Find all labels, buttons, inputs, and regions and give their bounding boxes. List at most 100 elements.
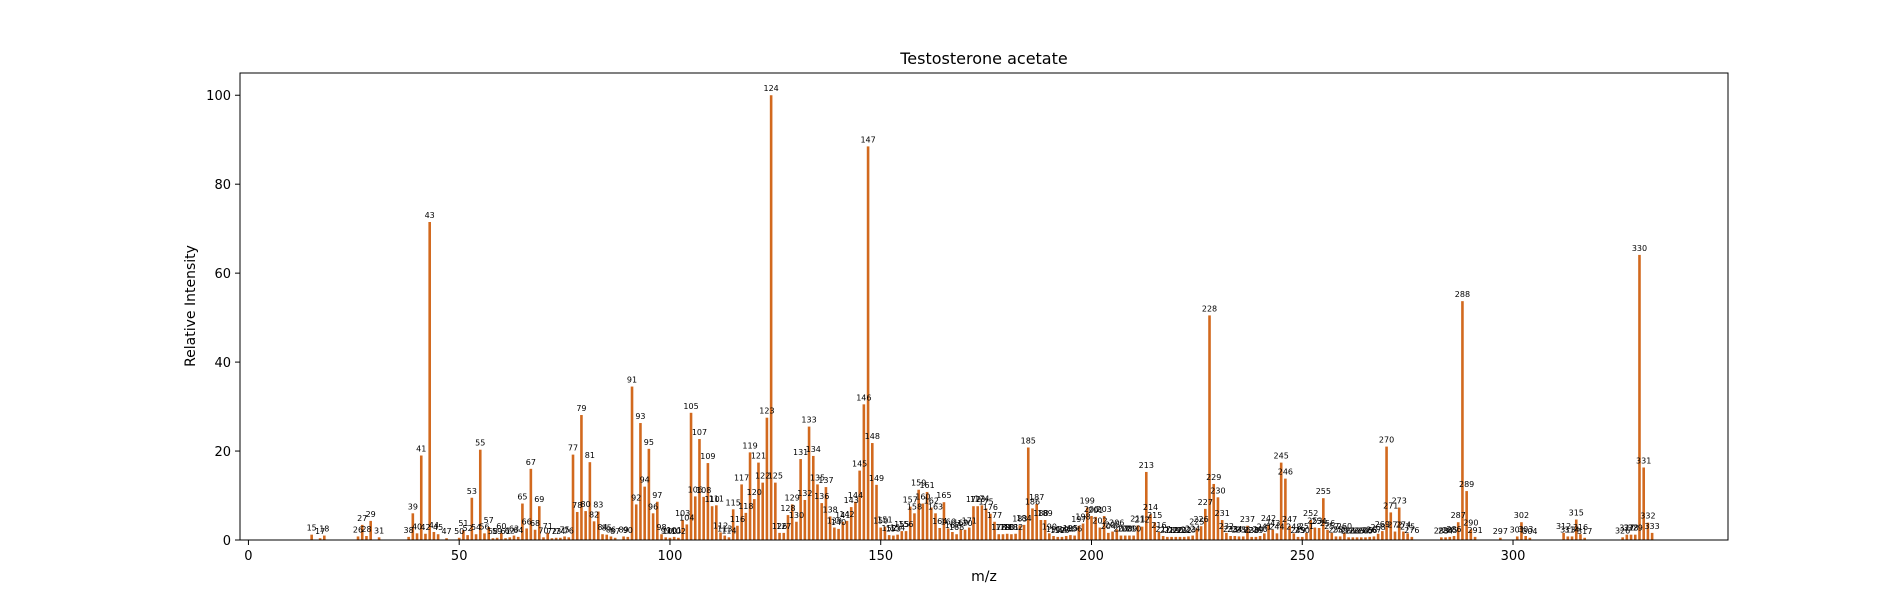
bar bbox=[597, 511, 600, 540]
bar bbox=[1144, 471, 1148, 540]
bar bbox=[529, 468, 533, 540]
bar bbox=[896, 534, 899, 540]
bar-label: 314 bbox=[1564, 525, 1579, 534]
bar bbox=[546, 532, 550, 540]
bar-label: 241 bbox=[1257, 522, 1272, 531]
bar bbox=[634, 504, 638, 540]
bar bbox=[951, 531, 954, 540]
bar-label: 39 bbox=[408, 502, 418, 511]
bar bbox=[1128, 535, 1131, 540]
bar bbox=[1402, 531, 1405, 540]
bar bbox=[360, 524, 364, 540]
bar-label: 317 bbox=[1577, 527, 1592, 536]
bar bbox=[445, 538, 448, 540]
bar bbox=[1275, 533, 1279, 540]
bar bbox=[1212, 483, 1216, 540]
bar-label: 215 bbox=[1147, 511, 1162, 520]
bar-label: 187 bbox=[1029, 493, 1044, 502]
bar-label: 179 bbox=[995, 523, 1010, 532]
bar bbox=[474, 534, 478, 540]
bar bbox=[807, 426, 811, 540]
bar-label: 111 bbox=[709, 494, 724, 503]
bar bbox=[672, 536, 676, 540]
bar bbox=[1060, 536, 1064, 540]
bar bbox=[887, 535, 891, 540]
bar-label: 65 bbox=[517, 493, 527, 502]
bar bbox=[917, 489, 920, 540]
bar bbox=[1397, 507, 1401, 540]
bar bbox=[1195, 528, 1199, 540]
bar bbox=[495, 537, 499, 540]
bar bbox=[963, 529, 967, 540]
bar-label: 264 bbox=[1354, 526, 1369, 535]
bar bbox=[765, 417, 769, 540]
bar bbox=[1288, 525, 1291, 540]
bar bbox=[698, 439, 701, 540]
bar-label: 172 bbox=[966, 495, 981, 504]
bar bbox=[521, 503, 524, 540]
bar bbox=[883, 526, 887, 540]
bar bbox=[1090, 515, 1093, 540]
bar bbox=[778, 532, 781, 540]
y-tick-label: 80 bbox=[214, 178, 231, 193]
bar-label: 47 bbox=[441, 527, 451, 536]
bar bbox=[1406, 533, 1409, 540]
bar bbox=[310, 534, 313, 540]
bar-label: 262 bbox=[1345, 526, 1360, 535]
bar-label: 259 bbox=[1333, 525, 1348, 534]
bar-label: 285 bbox=[1442, 526, 1457, 535]
bar-label: 69 bbox=[534, 495, 544, 504]
bar bbox=[584, 511, 587, 540]
bar bbox=[989, 513, 992, 540]
bar-label: 209 bbox=[1122, 525, 1137, 534]
x-tick-label: 100 bbox=[658, 549, 683, 564]
bar-label: 63 bbox=[509, 525, 519, 534]
bar-label: 147 bbox=[860, 135, 875, 144]
bar-label: 168 bbox=[949, 523, 964, 532]
bar-label: 216 bbox=[1151, 521, 1166, 530]
bar-label: 113 bbox=[717, 525, 732, 534]
bar-label: 190 bbox=[1042, 522, 1057, 531]
bar-label: 263 bbox=[1349, 526, 1364, 535]
bar bbox=[727, 537, 731, 540]
bar bbox=[955, 534, 958, 540]
bar-label: 15 bbox=[307, 524, 317, 533]
bar bbox=[1520, 522, 1523, 540]
bar bbox=[571, 454, 575, 540]
bar bbox=[491, 538, 495, 540]
bar-label: 315 bbox=[1569, 509, 1584, 518]
bar bbox=[1022, 524, 1026, 540]
bar-label: 58 bbox=[488, 527, 498, 536]
bar bbox=[702, 496, 705, 540]
bar bbox=[799, 459, 802, 540]
bar-label: 161 bbox=[919, 481, 934, 490]
bar bbox=[630, 386, 634, 540]
bar bbox=[537, 506, 541, 540]
bar bbox=[436, 534, 440, 540]
bar-label: 303 bbox=[1518, 525, 1533, 534]
bar-label: 332 bbox=[1640, 512, 1655, 521]
bar-label: 275 bbox=[1400, 522, 1415, 531]
bar-label: 217 bbox=[1156, 525, 1171, 534]
bar-label: 271 bbox=[1383, 501, 1398, 510]
bar bbox=[1035, 503, 1038, 540]
bar bbox=[428, 222, 431, 540]
bar bbox=[1157, 531, 1161, 540]
bar-label: 243 bbox=[1265, 519, 1280, 528]
bar bbox=[685, 524, 689, 540]
bar bbox=[782, 532, 786, 540]
bar bbox=[639, 423, 642, 540]
bar bbox=[845, 520, 849, 540]
bar-label: 207 bbox=[1113, 525, 1128, 534]
bar-label: 86 bbox=[606, 525, 616, 534]
bar-label: 138 bbox=[822, 505, 837, 514]
bar bbox=[1246, 525, 1249, 540]
bar-label: 316 bbox=[1573, 523, 1588, 532]
bar bbox=[824, 487, 828, 540]
bar-label: 66 bbox=[522, 517, 532, 526]
bar-label: 28 bbox=[361, 525, 371, 534]
bar-label: 195 bbox=[1063, 524, 1078, 533]
bar-label: 200 bbox=[1084, 505, 1099, 514]
bar-label: 146 bbox=[856, 393, 871, 402]
